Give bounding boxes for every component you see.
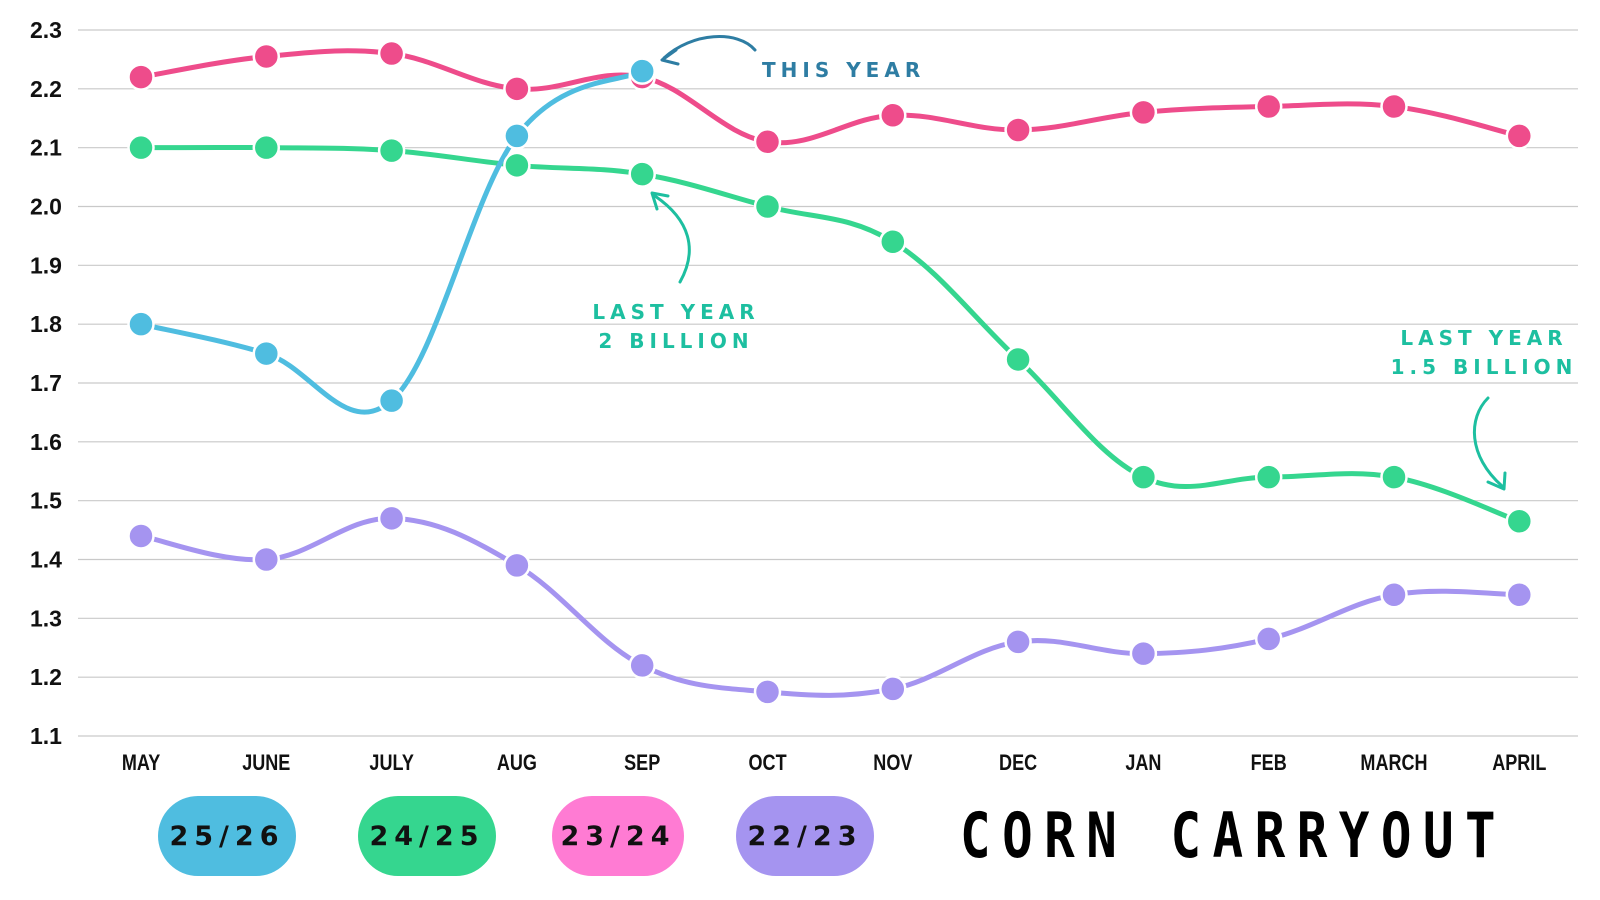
- legend-22-23: 22/23: [736, 796, 874, 876]
- data-point-24-25: [1004, 345, 1032, 374]
- y-tick-label: 1.8: [30, 311, 62, 337]
- annotation-this-year: THIS YEAR: [762, 58, 925, 82]
- x-tick-label: SEP: [624, 751, 660, 775]
- last-year-2b-arrowhead: [650, 191, 670, 211]
- data-point-24-25: [1254, 463, 1283, 491]
- y-tick-label: 2.1: [30, 135, 62, 161]
- data-point-22-23: [377, 504, 406, 533]
- y-tick-label: 1.2: [30, 664, 62, 690]
- this-year-arrowhead: [660, 48, 680, 66]
- y-tick-label: 1.7: [30, 370, 62, 396]
- gridlines: [78, 29, 1578, 737]
- x-tick-label: NOV: [873, 751, 913, 775]
- x-tick-label: FEB: [1251, 751, 1287, 775]
- series-line-25-26: [138, 68, 645, 415]
- data-point-23-24: [127, 63, 155, 91]
- last-year-1-5b-arrowhead: [1486, 471, 1507, 491]
- data-point-23-24: [252, 42, 281, 71]
- data-point-22-23: [1254, 625, 1283, 653]
- x-tick-label: OCT: [749, 751, 788, 775]
- data-point-22-23: [1129, 639, 1158, 668]
- data-point-22-23: [628, 651, 656, 680]
- data-point-25-26: [503, 122, 531, 150]
- data-point-23-24: [879, 101, 907, 130]
- data-point-23-24: [377, 39, 406, 68]
- data-point-23-24: [1129, 98, 1158, 127]
- last-year-1-5b-arrow: [1472, 396, 1504, 488]
- data-point-25-26: [127, 310, 155, 338]
- annotation-last-year-2b-line2: 2 BILLION: [598, 329, 753, 353]
- series-points: [127, 39, 1534, 706]
- annotations: THIS YEAR LAST YEAR 2 BILLION LAST YEAR …: [592, 35, 1578, 491]
- data-point-24-25: [1505, 507, 1534, 536]
- data-point-24-25: [1380, 463, 1408, 491]
- data-point-24-25: [879, 228, 907, 256]
- data-point-24-25: [628, 160, 656, 188]
- y-tick-label: 1.6: [30, 429, 62, 455]
- data-point-22-23: [879, 675, 907, 703]
- last-year-2b-arrow: [653, 194, 691, 284]
- legend-25-26: 25/26: [158, 796, 296, 876]
- data-point-22-23: [1004, 628, 1032, 656]
- y-tick-label: 2.0: [30, 194, 62, 220]
- data-point-22-23: [753, 678, 782, 706]
- y-tick-label: 1.9: [30, 252, 62, 278]
- data-point-23-24: [1380, 92, 1408, 121]
- this-year-arrow: [662, 35, 757, 60]
- y-tick-label: 1.4: [30, 547, 62, 573]
- series-line-24-25: [138, 144, 1522, 524]
- data-point-23-24: [1004, 116, 1032, 144]
- x-tick-label: MARCH: [1360, 751, 1427, 775]
- legend-23-24: 23/24: [552, 796, 684, 876]
- data-point-23-24: [1254, 92, 1283, 121]
- data-point-25-26: [252, 339, 281, 368]
- y-tick-label: 2.2: [30, 76, 62, 102]
- data-point-22-23: [1380, 581, 1408, 609]
- legend-24-25: 24/25: [358, 796, 496, 876]
- x-tick-label: DEC: [999, 751, 1037, 775]
- x-tick-label: JULY: [369, 751, 414, 775]
- data-point-24-25: [1129, 463, 1158, 491]
- annotation-last-year-1-5b-line2: 1.5 BILLION: [1391, 355, 1578, 379]
- y-tick-label: 2.3: [30, 17, 62, 43]
- data-point-22-23: [252, 545, 281, 574]
- data-point-22-23: [1505, 581, 1534, 609]
- data-point-24-25: [753, 192, 782, 221]
- y-tick-label: 1.1: [30, 723, 62, 749]
- data-point-23-24: [503, 75, 531, 103]
- y-tick-label: 1.5: [30, 488, 62, 514]
- data-point-24-25: [252, 133, 281, 162]
- x-tick-label: JUNE: [242, 751, 290, 775]
- y-axis-ticks: 2.3 2.2 2.1 2.0 1.9 1.8 1.7 1.6 1.5 1.4 1.3 1.2 1.1: [30, 17, 62, 749]
- data-point-24-25: [503, 151, 531, 180]
- data-point-25-26: [628, 57, 656, 85]
- x-tick-label: MAY: [122, 751, 161, 775]
- data-point-23-24: [753, 128, 782, 156]
- data-point-22-23: [503, 551, 531, 580]
- data-point-22-23: [127, 522, 155, 550]
- annotation-last-year-1-5b-line1: LAST YEAR: [1400, 326, 1567, 350]
- data-point-24-25: [127, 133, 155, 162]
- series-line-22-23: [138, 515, 1522, 698]
- annotation-last-year-2b-line1: LAST YEAR: [592, 300, 759, 324]
- data-point-23-24: [1505, 122, 1534, 150]
- x-tick-label: JAN: [1125, 751, 1161, 775]
- x-axis-ticks: MAY JUNE JULY AUG SEP OCT NOV DEC JAN FEB MARCH APR…: [122, 751, 1547, 775]
- data-point-24-25: [377, 136, 406, 165]
- x-tick-label: AUG: [497, 751, 537, 775]
- y-tick-label: 1.3: [30, 605, 62, 631]
- x-tick-label: APRIL: [1492, 751, 1546, 775]
- chart-title: CORN CARRYOUT: [960, 799, 1508, 872]
- data-point-25-26: [377, 386, 406, 415]
